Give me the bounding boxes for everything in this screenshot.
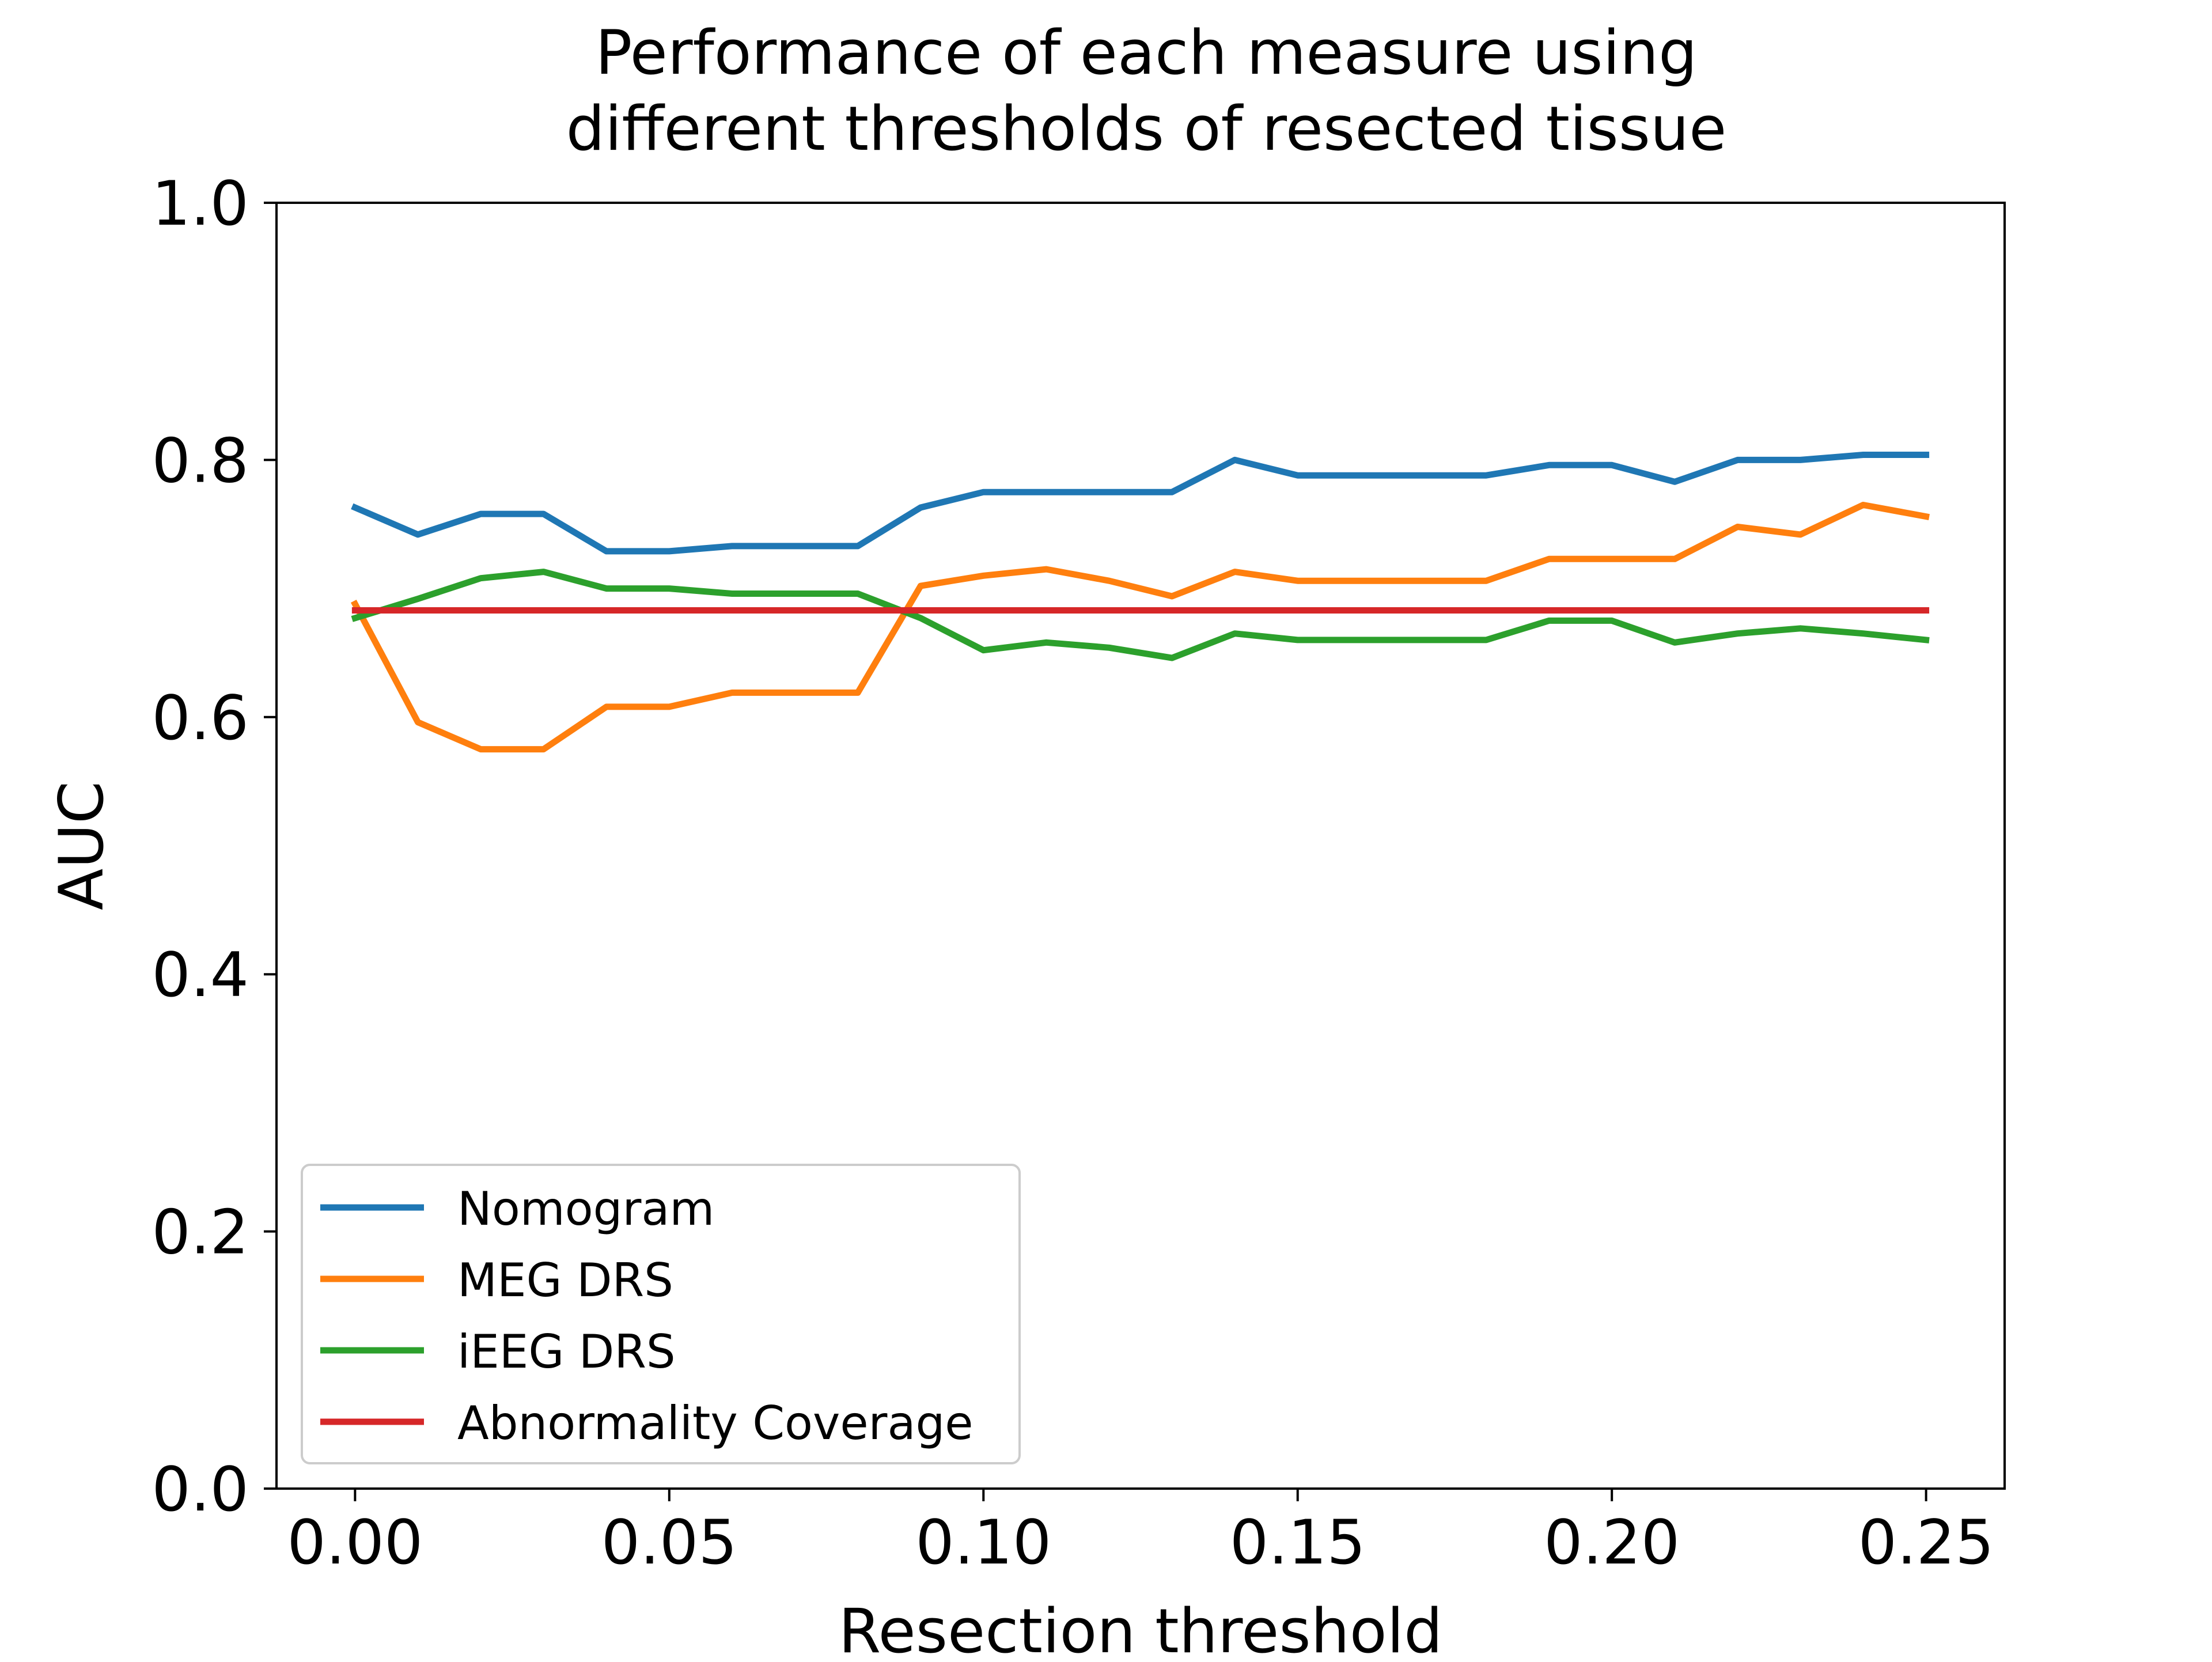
x-axis-label: Resection threshold bbox=[839, 1596, 1443, 1659]
y-axis-ticks: 0.0 0.2 0.4 0.6 0.8 1.0 bbox=[151, 168, 276, 1525]
x-tick-label: 0.15 bbox=[1230, 1507, 1366, 1578]
x-tick-label: 0.20 bbox=[1544, 1507, 1680, 1578]
y-tick-label: 1.0 bbox=[151, 168, 249, 239]
x-tick-label: 0.25 bbox=[1858, 1507, 1994, 1578]
y-tick-label: 0.6 bbox=[151, 683, 249, 754]
chart-title-line-1: Performance of each measure using bbox=[596, 17, 1698, 88]
legend-label: MEG DRS bbox=[457, 1254, 673, 1307]
legend-label: Nomogram bbox=[457, 1182, 714, 1236]
y-tick-label: 0.4 bbox=[151, 940, 249, 1010]
y-tick-label: 0.8 bbox=[151, 425, 249, 496]
x-tick-label: 0.00 bbox=[287, 1507, 423, 1578]
x-tick-label: 0.05 bbox=[601, 1507, 737, 1578]
chart-title-line-2: different thresholds of resected tissue bbox=[566, 93, 1727, 164]
y-tick-label: 0.2 bbox=[151, 1197, 249, 1268]
series-lines bbox=[350, 452, 1930, 753]
plot-frame bbox=[275, 202, 2006, 1490]
legend: Nomogram MEG DRS iEEG DRS Abnormality Cover… bbox=[301, 1164, 1021, 1464]
legend-label: iEEG DRS bbox=[457, 1325, 676, 1379]
x-axis-ticks: 0.00 0.05 0.10 0.15 0.20 0.25 bbox=[287, 1489, 1994, 1578]
series-line-nomogram bbox=[351, 452, 1930, 555]
legend-label: Abnormality Coverage bbox=[457, 1396, 973, 1450]
y-axis-label: AUC bbox=[46, 781, 117, 910]
series-line-meg-drs bbox=[350, 502, 1930, 753]
series-line-ieeg-drs bbox=[351, 569, 1930, 661]
legend-box bbox=[301, 1164, 1021, 1464]
x-tick-label: 0.10 bbox=[915, 1507, 1051, 1578]
y-tick-label: 0.0 bbox=[151, 1454, 249, 1525]
